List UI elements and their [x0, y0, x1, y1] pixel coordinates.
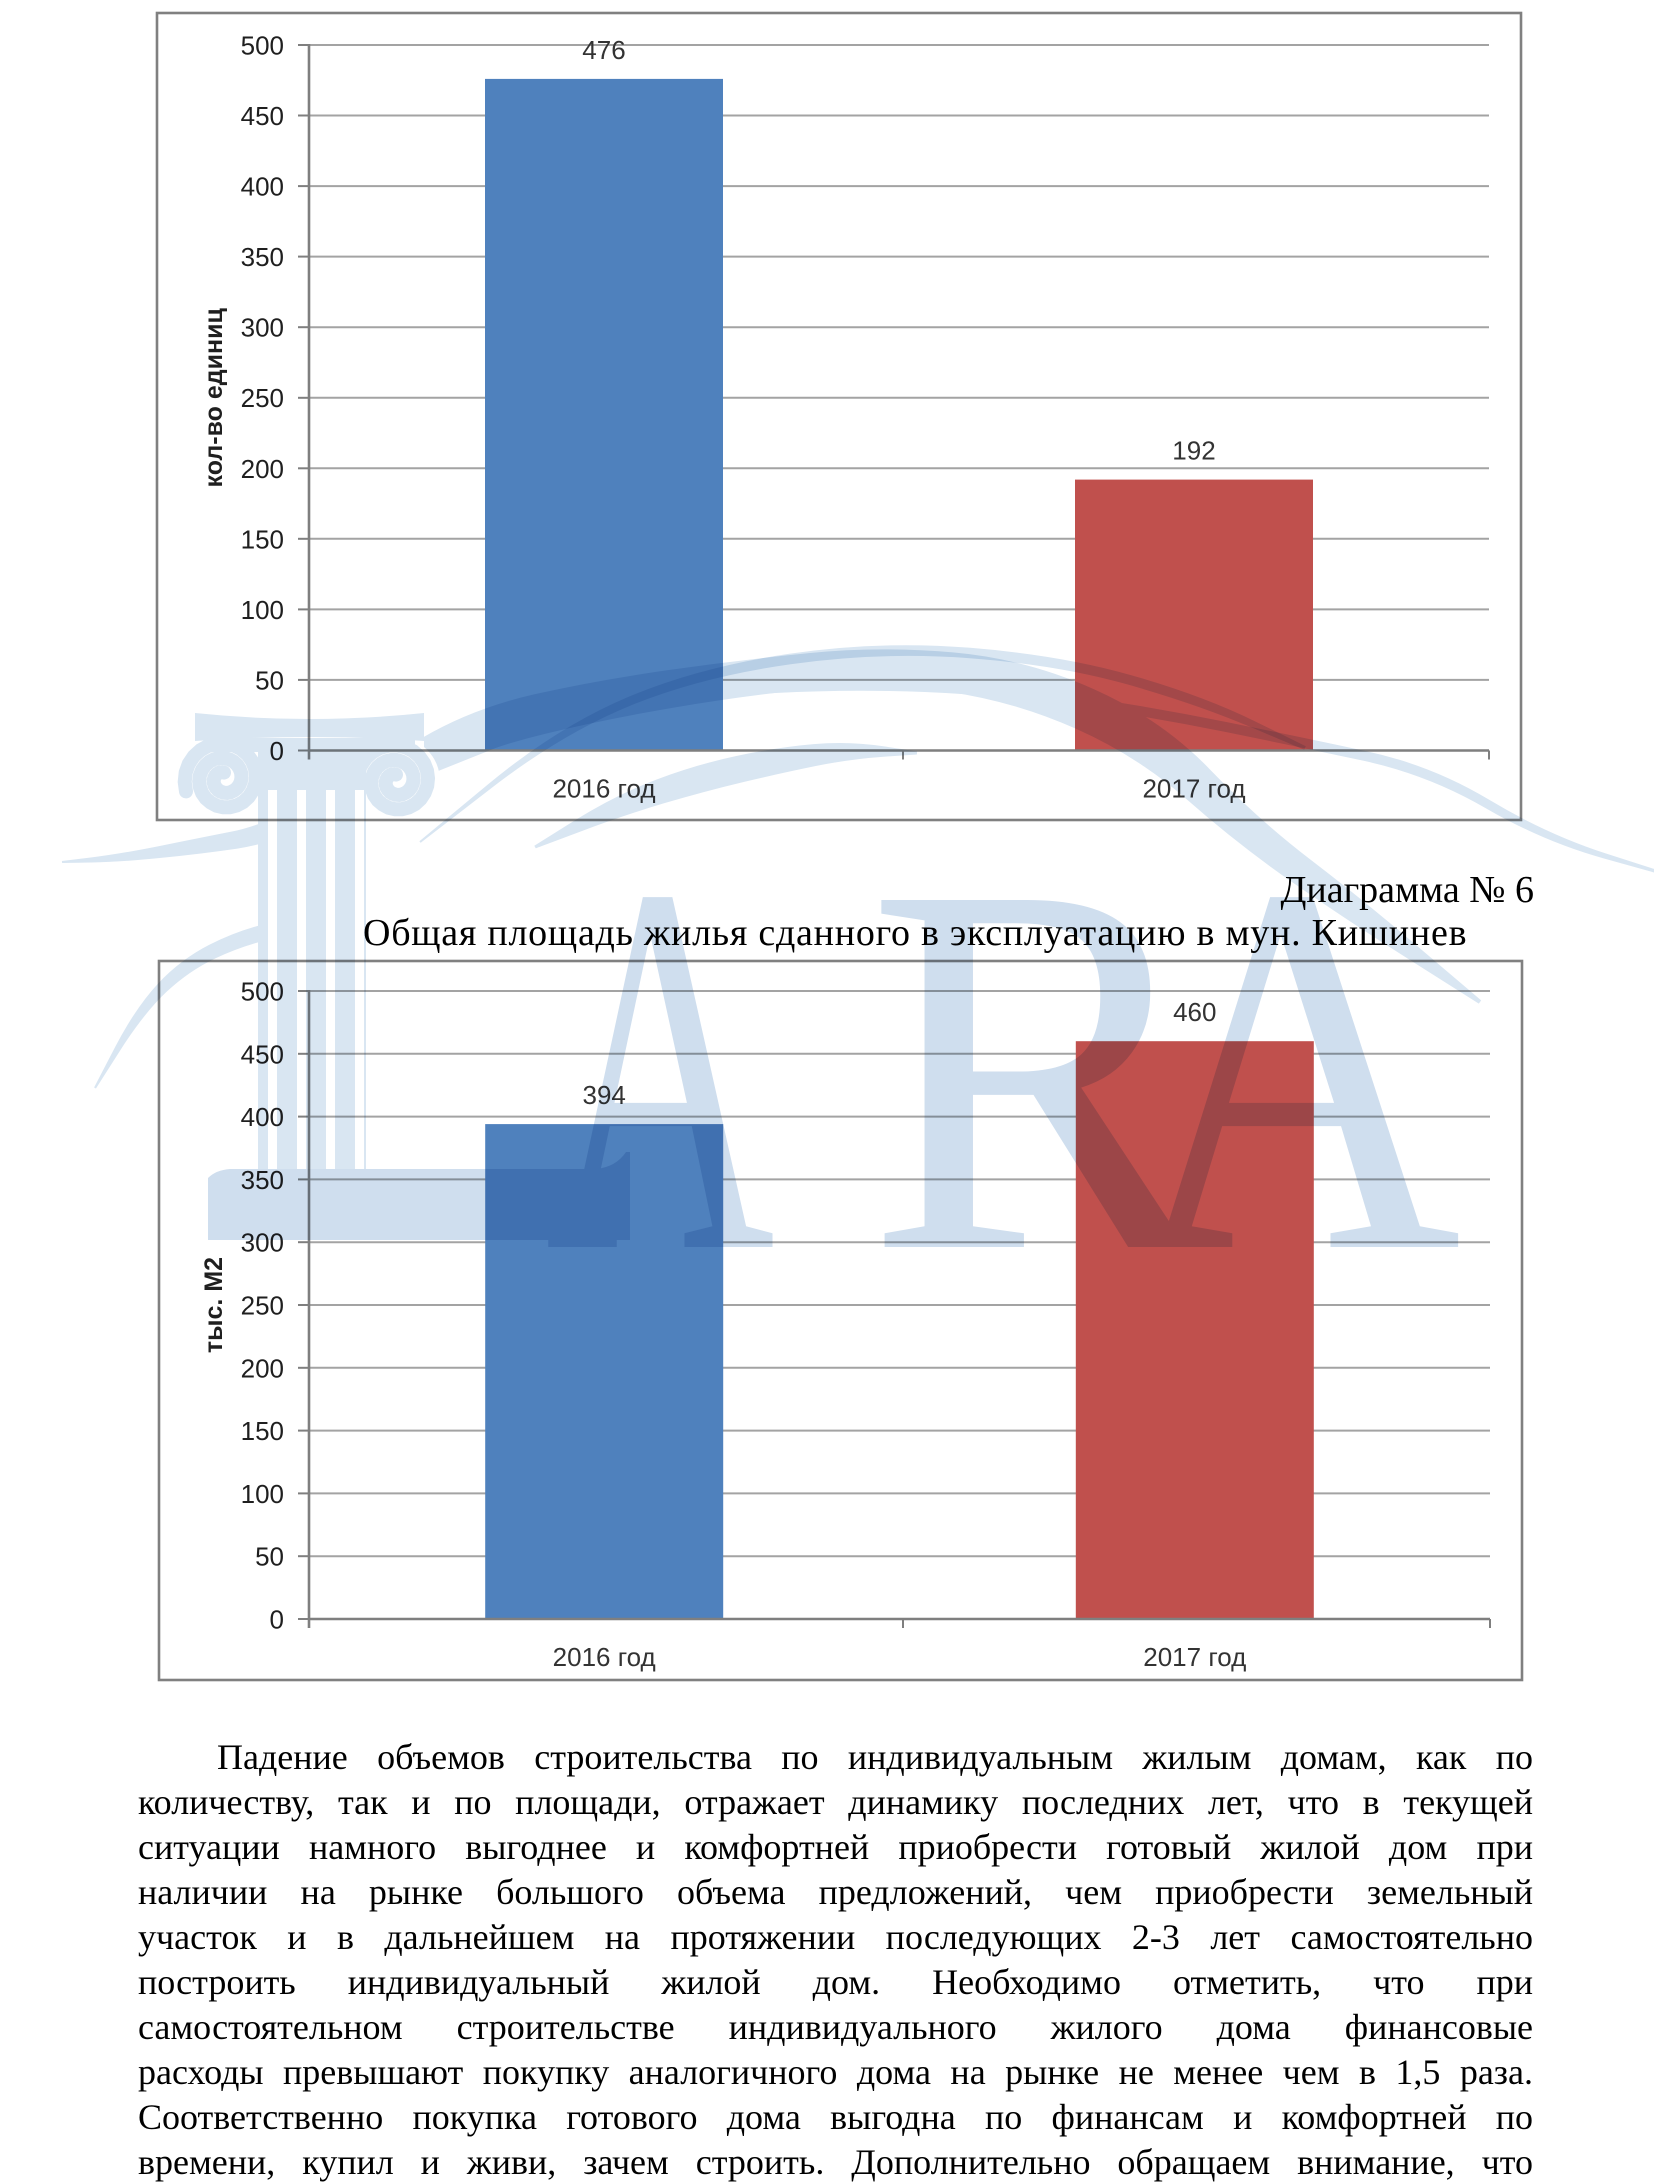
svg-text:2016 год: 2016 год [553, 1642, 656, 1672]
svg-text:тыс. М2: тыс. М2 [200, 1257, 228, 1353]
svg-text:100: 100 [241, 1479, 284, 1509]
svg-text:450: 450 [241, 1039, 284, 1069]
svg-text:50: 50 [255, 665, 284, 695]
svg-text:0: 0 [270, 1605, 284, 1635]
svg-text:460: 460 [1173, 997, 1216, 1027]
svg-text:250: 250 [241, 1291, 284, 1321]
svg-text:150: 150 [241, 1416, 284, 1446]
svg-text:2017 год: 2017 год [1143, 1642, 1246, 1672]
svg-text:300: 300 [241, 1228, 284, 1258]
svg-text:350: 350 [241, 242, 284, 272]
svg-text:500: 500 [241, 977, 284, 1007]
svg-text:50: 50 [255, 1542, 284, 1572]
svg-text:250: 250 [241, 383, 284, 413]
svg-text:200: 200 [241, 1353, 284, 1383]
svg-text:200: 200 [241, 454, 284, 484]
svg-text:476: 476 [582, 35, 625, 65]
svg-text:150: 150 [241, 524, 284, 554]
svg-text:400: 400 [241, 172, 284, 202]
svg-text:500: 500 [241, 31, 284, 61]
svg-text:0: 0 [270, 736, 284, 766]
svg-text:192: 192 [1172, 436, 1215, 466]
svg-text:100: 100 [241, 595, 284, 625]
svg-text:400: 400 [241, 1102, 284, 1132]
svg-text:450: 450 [241, 101, 284, 131]
svg-text:350: 350 [241, 1165, 284, 1195]
svg-text:2017 год: 2017 год [1142, 774, 1245, 804]
svg-text:2016 год: 2016 год [552, 774, 655, 804]
svg-text:394: 394 [583, 1080, 626, 1110]
svg-text:кол-во единиц: кол-во единиц [200, 308, 228, 488]
svg-text:300: 300 [241, 313, 284, 343]
